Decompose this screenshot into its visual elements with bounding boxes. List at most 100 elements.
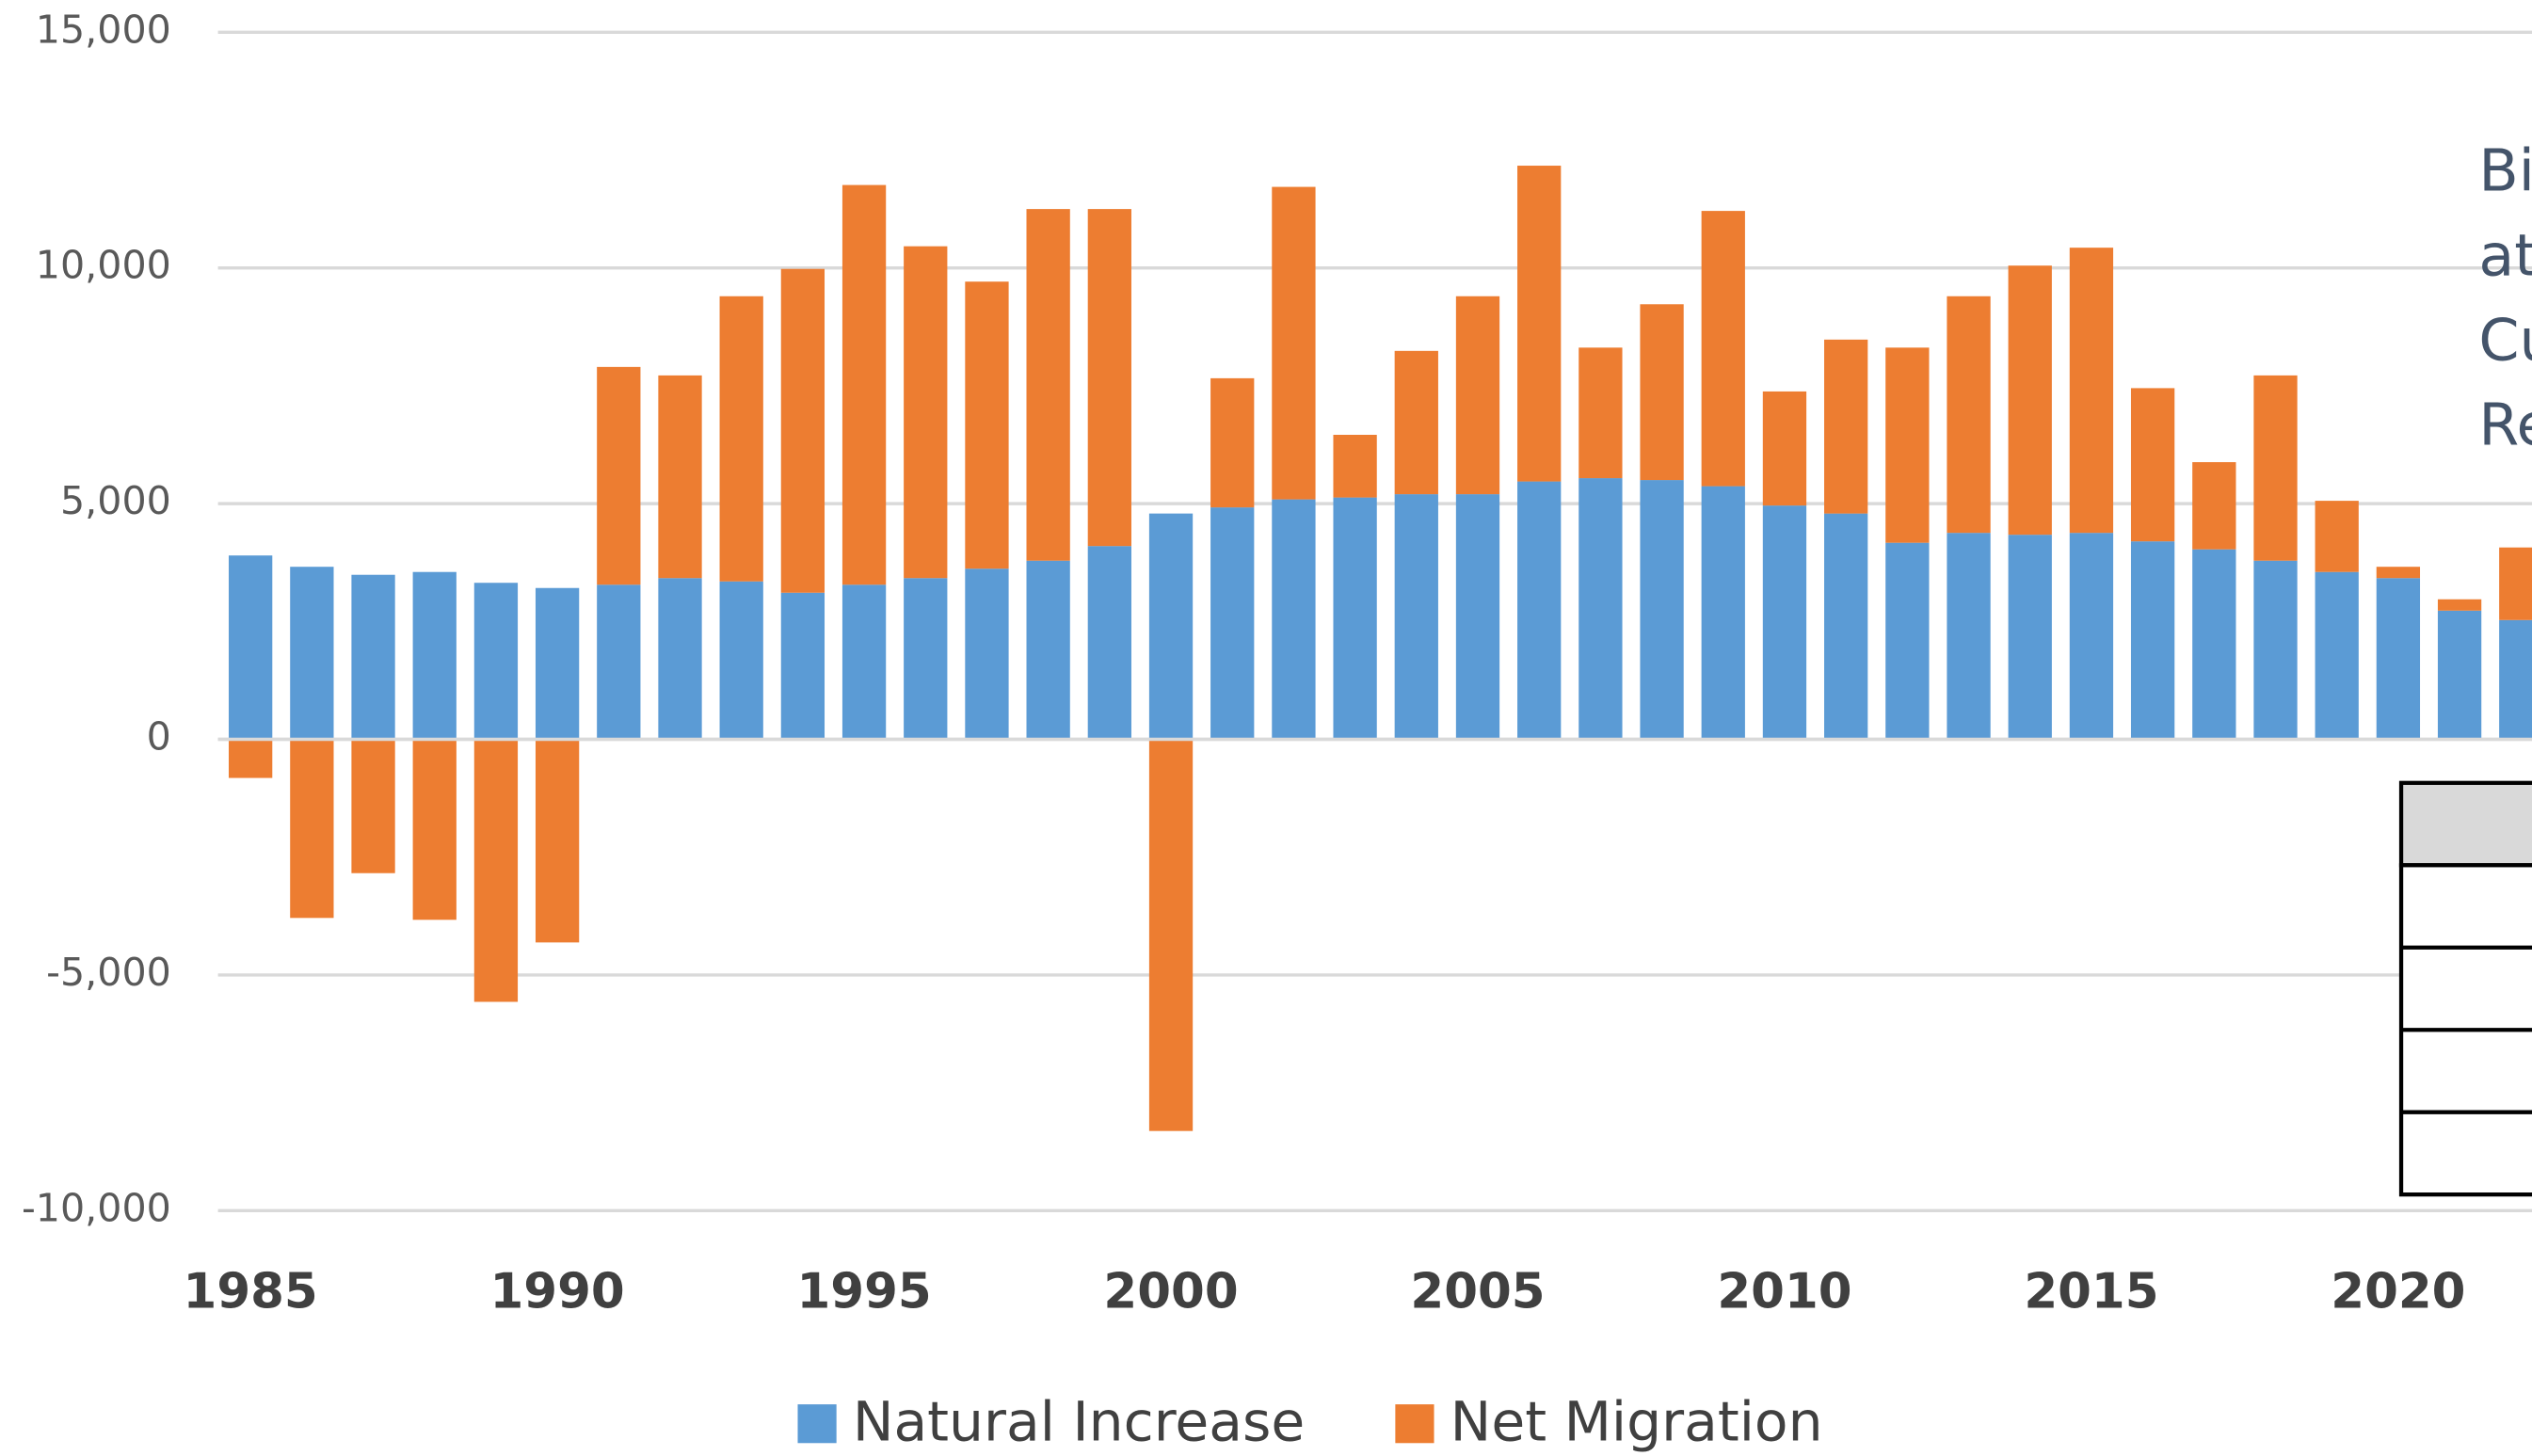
bar <box>1640 304 1684 481</box>
x-tick-label: 1995 <box>796 1263 931 1320</box>
bar <box>2192 462 2236 550</box>
bar <box>965 568 1009 740</box>
y-tick-label: 5,000 <box>60 478 171 523</box>
y-tick-label: 10,000 <box>36 243 171 288</box>
bar <box>1824 513 1868 740</box>
bar <box>2192 549 2236 740</box>
bar <box>290 739 334 919</box>
bar <box>1333 497 1377 740</box>
bar <box>1026 560 1070 740</box>
x-tick-label: 2020 <box>2331 1263 2465 1320</box>
bar <box>1762 391 1807 506</box>
x-tick-label: 2015 <box>2024 1263 2158 1320</box>
x-tick-label: 1985 <box>184 1263 318 1320</box>
bar <box>1640 480 1684 740</box>
annotation: Bi <box>2478 136 2532 204</box>
bar <box>1762 505 1807 740</box>
bar <box>473 583 519 740</box>
bar <box>1210 507 1255 740</box>
annotation: at <box>2478 221 2532 289</box>
bar <box>2069 533 2114 740</box>
x-tick-label: 2010 <box>1717 1263 1851 1320</box>
annotation: Cu <box>2478 306 2532 374</box>
bar <box>2499 547 2532 620</box>
bar <box>904 246 948 579</box>
bar <box>412 739 457 920</box>
bar <box>841 584 887 740</box>
bar <box>2253 560 2298 740</box>
bar <box>1455 494 1500 740</box>
bar <box>1885 347 1930 543</box>
bar <box>1701 211 1745 487</box>
annotation: Re <box>2478 391 2532 458</box>
bar <box>2069 248 2114 534</box>
bar <box>229 739 273 778</box>
bar <box>2499 619 2532 740</box>
bar <box>1517 481 1562 740</box>
bar <box>2130 388 2175 542</box>
bar <box>1026 209 1070 561</box>
bar <box>1087 546 1131 740</box>
legend-swatch <box>1395 1404 1434 1444</box>
bar <box>2315 501 2359 572</box>
bar <box>1333 434 1377 498</box>
bar <box>1148 739 1194 1131</box>
bar <box>841 184 887 585</box>
y-tick-label: 0 <box>147 714 171 760</box>
x-tick-label: 1990 <box>490 1263 625 1320</box>
bar <box>719 296 763 582</box>
bar <box>1517 166 1562 482</box>
bar <box>1701 486 1745 740</box>
x-tick-label: 2005 <box>1410 1263 1545 1320</box>
bar <box>658 375 702 579</box>
table-header <box>2398 780 2532 868</box>
bar <box>2437 599 2482 611</box>
bar <box>1087 209 1131 547</box>
bar <box>1455 296 1500 495</box>
bar <box>535 739 580 943</box>
bar <box>658 578 702 740</box>
bar <box>2253 375 2298 561</box>
bar <box>1394 494 1438 740</box>
y-tick-label: -10,000 <box>22 1185 171 1230</box>
bar <box>2376 578 2421 740</box>
legend-swatch <box>797 1404 837 1444</box>
bar <box>1272 186 1316 500</box>
bar <box>965 281 1009 569</box>
x-tick-label: 2000 <box>1103 1263 1238 1320</box>
bar <box>1272 499 1316 740</box>
bar <box>780 268 825 593</box>
bar <box>412 571 457 740</box>
legend-label: Natural Increase <box>853 1390 1305 1454</box>
bar <box>2437 610 2482 740</box>
bar <box>597 366 641 585</box>
bar <box>719 581 763 740</box>
bar <box>1824 339 1868 514</box>
bar <box>1578 478 1623 740</box>
bar <box>1394 350 1438 495</box>
bar <box>2376 567 2421 579</box>
bar <box>1947 296 1991 534</box>
table-fragment <box>2398 780 2532 1197</box>
bar <box>597 584 641 740</box>
bar <box>1210 377 1255 508</box>
bar <box>2008 265 2052 536</box>
bar <box>1947 533 1991 740</box>
legend-label: Net Migration <box>1450 1390 1823 1454</box>
y-tick-label: 15,000 <box>36 7 171 52</box>
bar <box>904 578 948 740</box>
bar <box>1148 513 1194 740</box>
bar <box>351 739 395 873</box>
y-tick-label: -5,000 <box>46 950 171 995</box>
bar <box>2315 571 2359 740</box>
bar <box>780 592 825 740</box>
bar <box>535 587 580 740</box>
bar <box>229 555 273 740</box>
bar <box>473 739 519 1002</box>
bar <box>1885 542 1930 740</box>
bar <box>1578 347 1623 479</box>
bar <box>2008 535 2052 740</box>
bar <box>351 574 395 740</box>
bar <box>2130 541 2175 740</box>
